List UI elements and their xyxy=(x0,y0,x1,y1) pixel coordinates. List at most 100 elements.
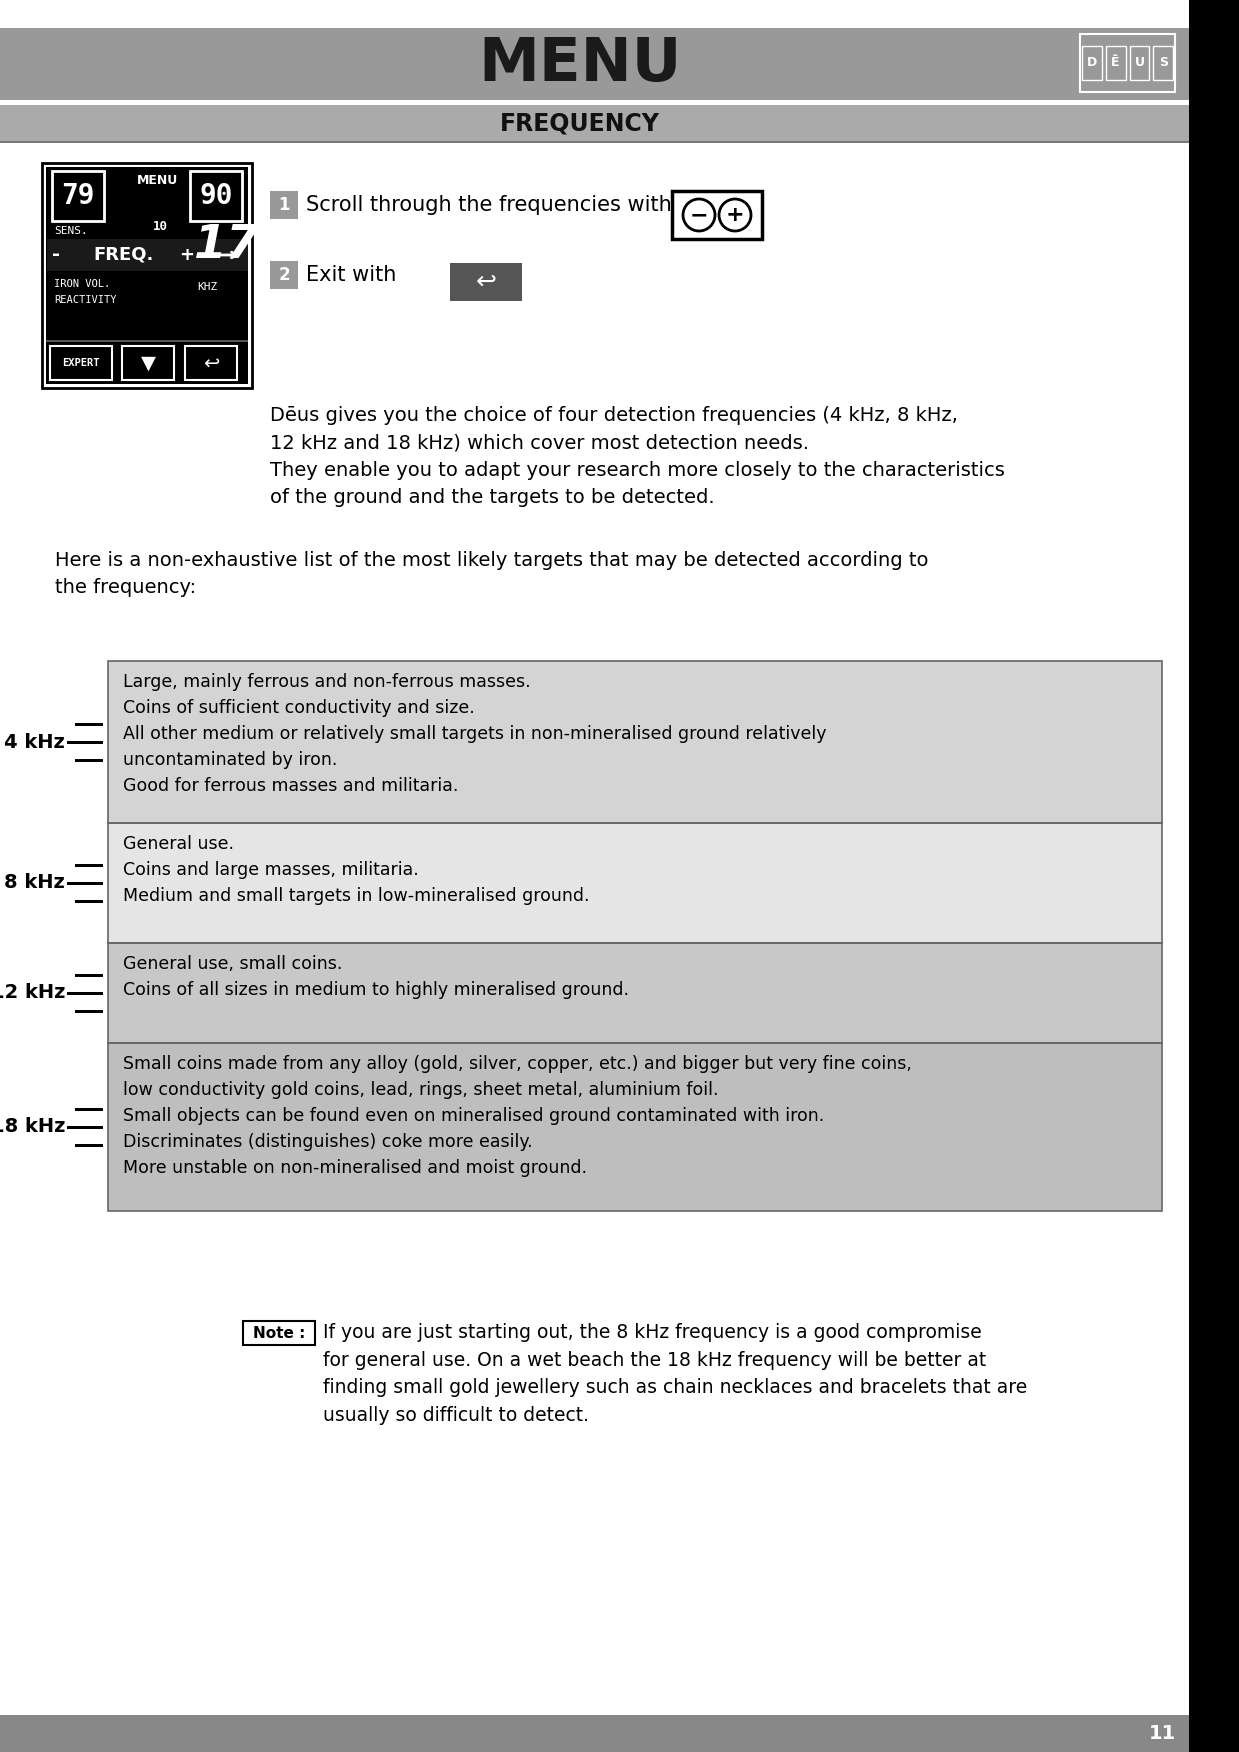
Text: REACTIVITY: REACTIVITY xyxy=(55,294,116,305)
Bar xyxy=(108,1042,1162,1211)
Text: 90: 90 xyxy=(199,182,233,210)
Text: IRON VOL.: IRON VOL. xyxy=(55,279,110,289)
Bar xyxy=(0,1715,1189,1752)
Bar xyxy=(0,105,1189,140)
Bar xyxy=(76,1107,103,1111)
Bar xyxy=(1082,46,1101,81)
Bar xyxy=(76,1009,103,1013)
Bar xyxy=(108,661,1162,823)
Bar xyxy=(50,345,112,380)
Bar xyxy=(76,992,103,995)
Bar xyxy=(76,864,103,867)
Text: General use.
Coins and large masses, militaria.
Medium and small targets in low-: General use. Coins and large masses, mil… xyxy=(123,836,590,906)
Bar xyxy=(199,238,248,272)
Text: FREQ.: FREQ. xyxy=(94,245,154,265)
Bar xyxy=(1154,46,1173,81)
Text: U: U xyxy=(1135,56,1145,70)
Text: FREQUENCY: FREQUENCY xyxy=(501,110,660,135)
Text: Exit with: Exit with xyxy=(306,265,396,286)
Text: EXPERT: EXPERT xyxy=(62,357,100,368)
Text: 12 kHz: 12 kHz xyxy=(0,983,64,1002)
Text: 1: 1 xyxy=(279,196,290,214)
Circle shape xyxy=(719,200,751,231)
Text: 17,8: 17,8 xyxy=(195,223,311,268)
Bar xyxy=(243,1321,315,1346)
Circle shape xyxy=(683,200,715,231)
Text: −: − xyxy=(690,205,709,224)
Text: Small coins made from any alloy (gold, silver, copper, etc.) and bigger but very: Small coins made from any alloy (gold, s… xyxy=(123,1055,912,1177)
Bar xyxy=(67,992,77,995)
Bar xyxy=(46,166,248,384)
Bar xyxy=(42,163,252,387)
Bar xyxy=(0,100,1189,105)
Text: +: + xyxy=(180,245,195,265)
Text: D: D xyxy=(1087,56,1097,70)
Bar xyxy=(243,1321,315,1346)
Text: Note :: Note : xyxy=(253,1326,305,1340)
Bar xyxy=(67,881,77,885)
Bar xyxy=(76,1125,103,1128)
Text: +: + xyxy=(726,205,745,224)
Bar xyxy=(67,741,77,743)
Bar xyxy=(108,1042,1162,1211)
Bar xyxy=(42,163,252,387)
Bar xyxy=(50,345,112,380)
Text: General use, small coins.
Coins of all sizes in medium to highly mineralised gro: General use, small coins. Coins of all s… xyxy=(123,955,629,999)
Bar xyxy=(1189,0,1239,1752)
Bar xyxy=(190,172,242,221)
Bar xyxy=(108,823,1162,943)
Bar xyxy=(108,943,1162,1042)
Bar xyxy=(76,759,103,762)
Bar xyxy=(672,191,762,238)
Bar xyxy=(1130,46,1150,81)
Text: 18 kHz: 18 kHz xyxy=(0,1118,64,1137)
Bar xyxy=(52,172,104,221)
Bar xyxy=(67,1125,77,1128)
Text: Here is a non-exhaustive list of the most likely targets that may be detected ac: Here is a non-exhaustive list of the mos… xyxy=(55,550,928,597)
Text: MENU: MENU xyxy=(136,175,177,187)
Text: If you are just starting out, the 8 kHz frequency is a good compromise
for gener: If you are just starting out, the 8 kHz … xyxy=(323,1323,1027,1424)
Bar xyxy=(46,340,248,342)
Bar xyxy=(270,191,299,219)
Bar xyxy=(185,345,237,380)
Text: 8 kHz: 8 kHz xyxy=(4,874,64,892)
Text: -: - xyxy=(52,245,59,265)
Text: 79: 79 xyxy=(61,182,94,210)
Text: 4 kHz: 4 kHz xyxy=(4,732,64,752)
Text: SENS.: SENS. xyxy=(55,226,88,237)
Text: Large, mainly ferrous and non-ferrous masses.
Coins of sufficient conductivity a: Large, mainly ferrous and non-ferrous ma… xyxy=(123,673,826,795)
Text: KHZ: KHZ xyxy=(197,282,217,293)
Text: Scroll through the frequencies with: Scroll through the frequencies with xyxy=(306,194,672,215)
Bar xyxy=(450,263,522,301)
Bar xyxy=(108,661,1162,823)
Bar xyxy=(0,140,1189,144)
Text: MENU: MENU xyxy=(478,35,681,93)
Text: ▼: ▼ xyxy=(140,354,156,373)
Text: 10: 10 xyxy=(152,221,167,233)
Bar xyxy=(270,261,299,289)
Text: Ē: Ē xyxy=(1111,56,1120,70)
Bar xyxy=(190,172,242,221)
Bar xyxy=(108,823,1162,943)
Bar xyxy=(76,722,103,725)
Bar xyxy=(47,238,202,272)
Bar xyxy=(76,741,103,743)
Bar xyxy=(121,345,173,380)
Bar xyxy=(1080,33,1175,93)
Text: 11: 11 xyxy=(1149,1724,1176,1743)
Bar xyxy=(185,345,237,380)
Bar xyxy=(0,28,1189,100)
Text: 2: 2 xyxy=(279,266,290,284)
Bar xyxy=(672,191,762,238)
Bar xyxy=(121,345,173,380)
Text: S: S xyxy=(1158,56,1167,70)
Bar xyxy=(108,943,1162,1042)
Bar xyxy=(52,172,104,221)
Bar xyxy=(76,881,103,885)
Text: ↩: ↩ xyxy=(476,270,497,294)
Bar xyxy=(1105,46,1125,81)
Text: Dēus gives you the choice of four detection frequencies (4 kHz, 8 kHz,
12 kHz an: Dēus gives you the choice of four detect… xyxy=(270,406,1005,506)
Bar xyxy=(76,974,103,976)
Bar xyxy=(76,899,103,902)
Text: ↩: ↩ xyxy=(203,354,219,373)
